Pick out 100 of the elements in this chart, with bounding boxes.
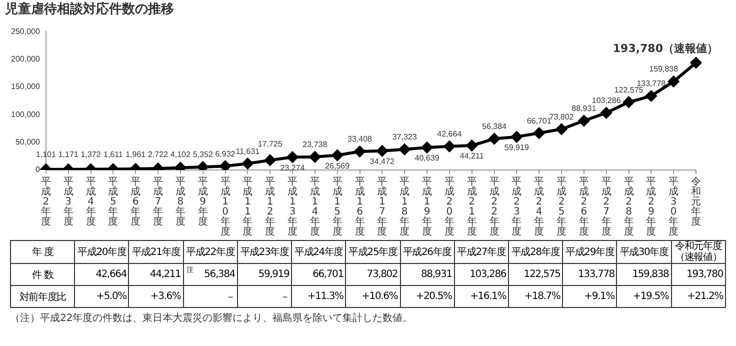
x-tick-label: 令和元年度	[691, 176, 701, 228]
data-label: 26,569	[325, 161, 350, 170]
data-label: 88,931	[572, 104, 597, 113]
text: －	[237, 286, 292, 308]
x-tick-label: 平成12年度	[265, 176, 276, 238]
point	[422, 142, 432, 153]
x-tick-label: 平成28年度	[624, 176, 634, 238]
x-tick-label: 平成17年度	[377, 176, 388, 238]
text: －	[183, 286, 238, 308]
point	[287, 152, 298, 163]
point	[399, 144, 410, 155]
text: 平成23年度	[240, 246, 290, 258]
y-tick-label: 200,000	[10, 54, 40, 64]
point	[444, 140, 455, 152]
text: 平成26年度	[402, 246, 452, 258]
text: 注	[186, 265, 194, 275]
point	[668, 76, 680, 88]
y-tick-label: 150,000	[10, 82, 40, 92]
text: 59,919	[258, 269, 290, 280]
text: +3.6%	[128, 286, 184, 308]
x-tick-label: 平成11年度	[242, 176, 253, 238]
data-label: 73,802	[549, 112, 574, 122]
x-tick-label: 平成30年度	[668, 176, 679, 238]
x-tick-label: 平成5年度	[108, 176, 118, 228]
data-label: 6,932	[215, 149, 236, 158]
text: 73,802	[366, 269, 398, 280]
point	[488, 133, 500, 144]
data-label: 103,286	[592, 96, 622, 106]
x-tick-label: 平成4年度	[86, 176, 96, 228]
data-label: 1,611	[103, 150, 124, 160]
data-label: 159,838	[649, 64, 679, 74]
x-tick-label: 平成26年度	[578, 176, 589, 238]
x-tick-label: 平成25年度	[556, 176, 566, 238]
text: （注）平成22年度の件数は、東日本大震災の影響により、福島県を除いて集計した数値。	[10, 312, 414, 325]
text: 件 数	[10, 264, 75, 286]
x-tick-label: 平成2年度	[40, 176, 51, 228]
data-label: 66,701	[526, 116, 552, 126]
text: +11.3%	[292, 286, 346, 308]
text: +21.2%	[671, 286, 726, 308]
data-label: 33,408	[348, 134, 373, 144]
text: 193,780	[686, 269, 723, 280]
point	[354, 146, 366, 158]
data-label: 42,664	[437, 130, 462, 139]
x-tick-label: 平成7年度	[153, 176, 163, 228]
text: 平成29年度	[565, 246, 614, 258]
y-tick-label: 250,000	[10, 26, 40, 36]
x-tick-label: 平成16年度	[354, 176, 365, 238]
x-tick-label: 平成3年度	[63, 176, 74, 228]
data-label: 40,639	[414, 154, 440, 163]
text: 159,838	[632, 269, 669, 280]
data-label: 193,780（速報値）	[612, 42, 718, 56]
x-tick-label: 平成20年度	[444, 176, 454, 238]
text: 令和元年度	[674, 241, 723, 252]
x-tick-label: 平成6年度	[130, 176, 141, 228]
data-label: 2,722	[148, 150, 169, 160]
text: （速報値）	[674, 252, 723, 263]
text: +9.1%	[562, 286, 617, 308]
text: 133,778	[578, 269, 614, 280]
point	[600, 107, 612, 118]
data-label: 1,372	[80, 150, 102, 160]
text: 平成24年度	[294, 246, 344, 258]
text: +16.1%	[454, 286, 509, 308]
text: 平成30年度	[619, 246, 669, 258]
x-tick-label: 平成10年度	[220, 176, 230, 238]
x-tick-label: 平成14年度	[310, 176, 320, 238]
x-tick-label: 平成22年度	[489, 176, 500, 238]
point	[623, 96, 634, 108]
x-tick-label: 平成29年度	[646, 176, 656, 238]
text: 122,575	[524, 269, 560, 280]
data-label: 56,384	[482, 122, 508, 131]
point	[220, 160, 231, 170]
point	[376, 145, 388, 156]
text: +20.5%	[400, 286, 454, 308]
data-label: 5,352	[192, 150, 214, 160]
chart-title: 児童虐待相談対応件数の推移	[4, 1, 174, 18]
text: 88,931	[421, 269, 452, 280]
x-tick-label: 平成15年度	[332, 176, 342, 238]
text: 平成25年度	[348, 246, 398, 258]
data-label: 17,725	[258, 139, 283, 148]
point	[511, 131, 522, 142]
x-tick-label: 平成27年度	[601, 176, 612, 238]
data-label: 23,274	[280, 163, 306, 172]
point	[534, 128, 545, 139]
data-label: 34,472	[370, 157, 395, 166]
x-tick-label: 平成13年度	[288, 176, 298, 238]
y-tick-label: 50,000	[15, 138, 40, 147]
text: 44,211	[150, 269, 181, 280]
text: 平成21年度	[131, 246, 181, 258]
text: 平成28年度	[511, 246, 560, 258]
text: 平成22年度	[186, 246, 235, 258]
text: +10.6%	[346, 286, 400, 308]
point	[646, 90, 657, 102]
y-tick-label: 0	[35, 165, 40, 174]
data-label: 4,102	[170, 150, 191, 160]
y-tick-label: 100,000	[10, 110, 40, 119]
text: 平成27年度	[456, 246, 506, 258]
data-label: 1,101	[36, 150, 56, 160]
point	[242, 158, 254, 170]
text: 平成20年度	[77, 246, 126, 258]
data-label: 1,961	[126, 150, 146, 160]
